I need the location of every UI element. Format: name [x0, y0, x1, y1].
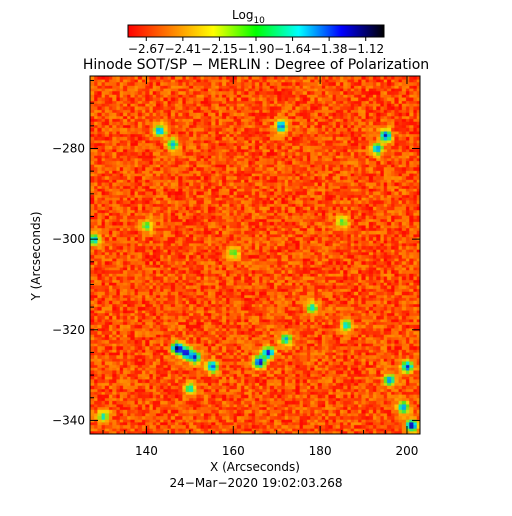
colorbar-tick-label: −1.90 [238, 42, 275, 56]
x-axis-label: X (Arcseconds) [210, 460, 300, 474]
colorbar-tick-label: −2.41 [164, 42, 201, 56]
x-tick-label: 200 [396, 444, 419, 458]
x-tick-label: 140 [135, 444, 158, 458]
y-tick-label: −340 [52, 413, 85, 427]
heatmap-raster [90, 76, 420, 434]
colorbar-ticks: −2.67 −2.41 −2.15 −1.90 −1.64 −1.38 −1.12 [128, 37, 384, 56]
colorbar-tick-label: −2.15 [201, 42, 238, 56]
x-tick-label: 180 [309, 444, 332, 458]
colorbar-label: Log10 [232, 8, 265, 26]
x-axis-ticks: 140 160 180 200 [102, 76, 419, 458]
y-tick-label: −300 [52, 232, 85, 246]
colorbar-label-subscript: 10 [253, 16, 265, 26]
y-axis-ticks: −340 −320 −300 −280 [52, 80, 420, 427]
colorbar-tick-label: −1.38 [311, 42, 348, 56]
y-axis-label: Y (Arcseconds) [29, 211, 43, 301]
colorbar [127, 24, 385, 38]
timestamp: 24−Mar−2020 19:02:03.268 [170, 476, 343, 490]
x-tick-label: 160 [222, 444, 245, 458]
heatmap-image [90, 76, 420, 434]
chart-title: Hinode SOT/SP − MERLIN : Degree of Polar… [83, 57, 429, 73]
colorbar-tick-label: −1.64 [274, 42, 311, 56]
y-tick-label: −280 [52, 142, 85, 156]
colorbar-tick-label: −2.67 [128, 42, 165, 56]
y-tick-label: −320 [52, 323, 85, 337]
colorbar-tick-label: −1.12 [347, 42, 384, 56]
